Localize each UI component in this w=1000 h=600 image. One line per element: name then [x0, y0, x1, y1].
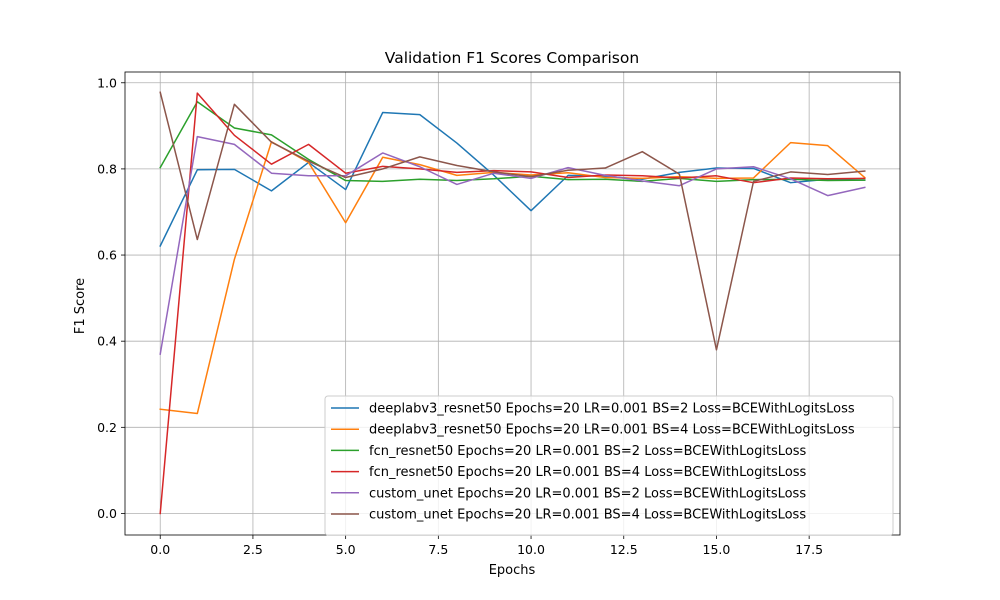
- legend-label-4: custom_unet Epochs=20 LR=0.001 BS=2 Loss…: [369, 486, 806, 501]
- y-tick-label: 0.4: [97, 334, 117, 349]
- y-tick-label: 0.8: [97, 161, 117, 176]
- x-tick-label: 7.5: [428, 542, 448, 557]
- legend-label-3: fcn_resnet50 Epochs=20 LR=0.001 BS=4 Los…: [369, 465, 807, 480]
- x-tick-label: 5.0: [336, 542, 356, 557]
- x-tick-label: 10.0: [517, 542, 545, 557]
- legend-label-2: fcn_resnet50 Epochs=20 LR=0.001 BS=2 Los…: [369, 444, 807, 459]
- series-line-4: [159, 135, 866, 355]
- chart-title: Validation F1 Scores Comparison: [385, 49, 639, 67]
- series-line-0: [159, 111, 866, 248]
- series-line-5: [159, 91, 866, 351]
- legend: deeplabv3_resnet50 Epochs=20 LR=0.001 BS…: [324, 395, 894, 536]
- x-tick-label: 17.5: [795, 542, 823, 557]
- series-line-3: [159, 92, 866, 515]
- legend-box: [324, 395, 894, 536]
- legend-label-1: deeplabv3_resnet50 Epochs=20 LR=0.001 BS…: [369, 423, 855, 438]
- y-axis-label: F1 Score: [73, 278, 88, 334]
- series-line-2: [159, 100, 866, 183]
- x-axis-label: Epochs: [489, 563, 536, 578]
- x-tick-label: 12.5: [610, 542, 638, 557]
- x-tick-label: 0.0: [150, 542, 170, 557]
- y-tick-label: 1.0: [97, 75, 117, 90]
- legend-label-5: custom_unet Epochs=20 LR=0.001 BS=4 Loss…: [369, 508, 806, 523]
- x-tick-label: 15.0: [703, 542, 731, 557]
- legend-label-0: deeplabv3_resnet50 Epochs=20 LR=0.001 BS…: [369, 402, 855, 417]
- y-tick-label: 0.6: [97, 248, 117, 263]
- y-tick-label: 0.2: [97, 420, 117, 435]
- y-tick-label: 0.0: [97, 506, 117, 521]
- x-tick-label: 2.5: [243, 542, 263, 557]
